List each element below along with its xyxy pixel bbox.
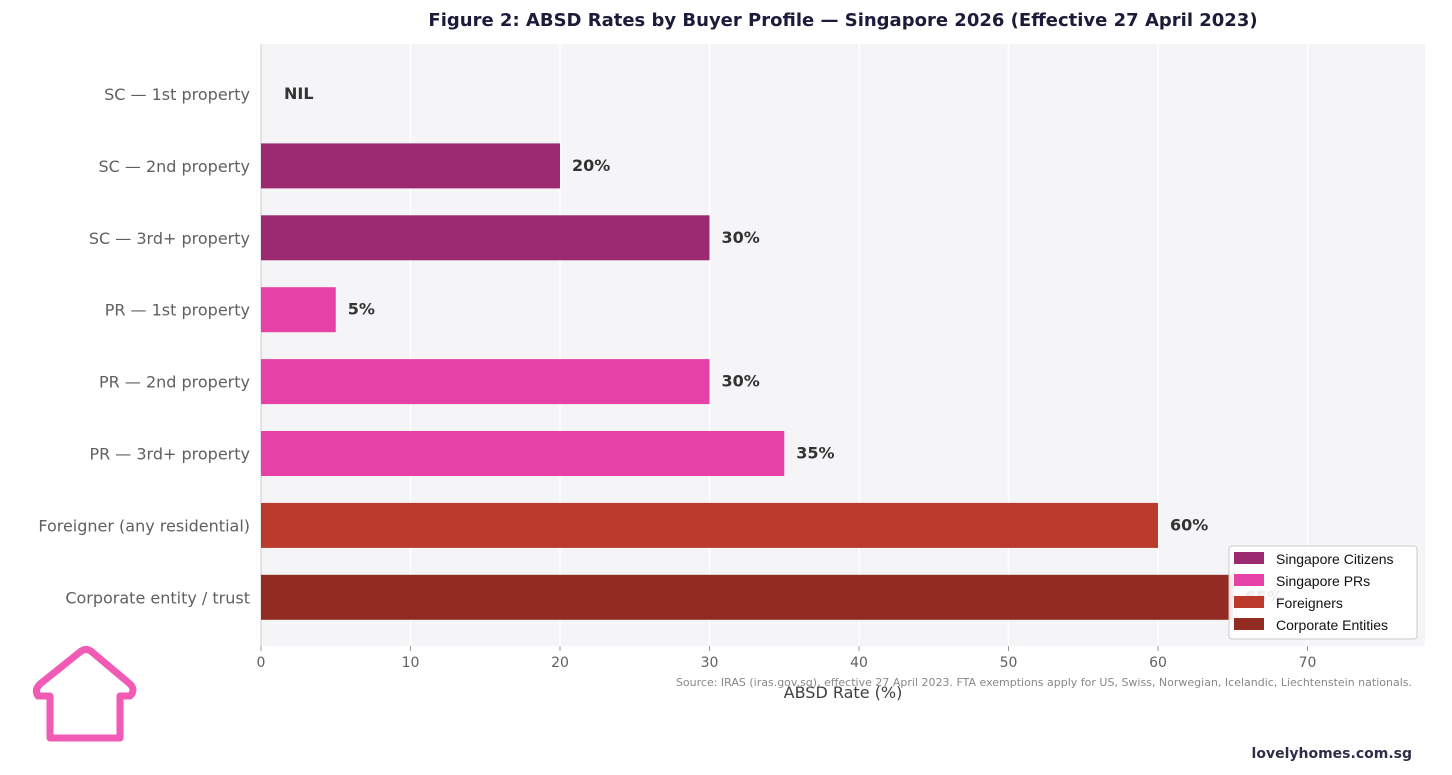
bar-value-label: NIL [284, 84, 314, 103]
legend-label: Singapore Citizens [1276, 551, 1394, 567]
x-tick-label: 70 [1299, 655, 1317, 671]
x-tick-label: 30 [701, 655, 719, 671]
legend-label: Singapore PRs [1276, 573, 1370, 589]
category-label: PR — 3rd+ property [89, 445, 250, 464]
legend-swatch [1234, 618, 1264, 630]
x-axis-label: ABSD Rate (%) [784, 683, 903, 702]
bar [261, 287, 336, 333]
bars-group [261, 143, 1233, 620]
x-tick-label: 20 [551, 655, 569, 671]
brand-name: lovelyhomes.com.sg [1252, 746, 1412, 762]
bar-value-label: 35% [796, 444, 834, 463]
legend-swatch [1234, 574, 1264, 586]
category-label: SC — 2nd property [98, 157, 250, 176]
category-label: PR — 1st property [105, 301, 250, 320]
x-tick-label: 0 [257, 655, 266, 671]
x-tick-label: 40 [850, 655, 868, 671]
legend: Singapore Citizens Singapore PRs Foreigner… [1228, 545, 1418, 640]
bar-value-label: 60% [1170, 515, 1208, 534]
x-tick-label: 60 [1149, 655, 1167, 671]
bar-value-label: 30% [722, 228, 760, 247]
legend-swatch [1234, 596, 1264, 608]
category-label: SC — 3rd+ property [89, 229, 250, 248]
legend-label: Foreigners [1276, 595, 1343, 611]
source-note: Source: IRAS (iras.gov.sg), effective 27… [676, 676, 1412, 689]
category-label: PR — 2nd property [99, 373, 250, 392]
bar-value-label: 30% [722, 372, 760, 391]
legend-label: Corporate Entities [1276, 617, 1388, 633]
legend-swatch [1234, 552, 1264, 564]
legend-box [1228, 545, 1418, 640]
category-labels: SC — 1st property SC — 2nd property SC — 3… [38, 85, 250, 607]
bar [261, 502, 1158, 548]
category-label: Corporate entity / trust [65, 588, 250, 607]
chart-title: Figure 2: ABSD Rates by Buyer Profile — … [428, 10, 1257, 31]
bar [261, 215, 710, 261]
x-tick-label: 50 [1000, 655, 1018, 671]
bar-value-label: 20% [572, 156, 610, 175]
bar-value-label: 5% [348, 300, 375, 319]
bar [261, 143, 560, 189]
house-icon [32, 646, 137, 742]
x-tick-label: 10 [402, 655, 420, 671]
category-label: SC — 1st property [104, 85, 250, 104]
x-tick-labels: 0 10 20 30 40 50 60 70 [257, 646, 1317, 671]
category-label: Foreigner (any residential) [38, 516, 250, 535]
bar [261, 431, 785, 476]
bar [261, 574, 1233, 620]
bar [261, 359, 710, 405]
